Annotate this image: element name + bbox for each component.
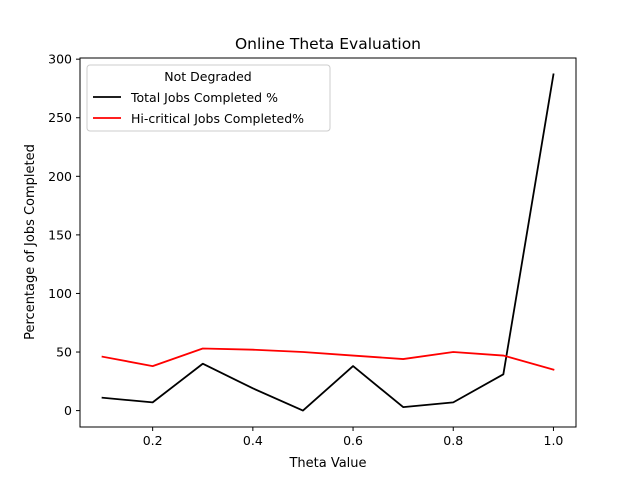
y-tick-label: 250: [48, 110, 72, 125]
series-lines: [101, 73, 555, 412]
legend-box: [86, 64, 331, 132]
x-tick-label: 0.4: [243, 433, 263, 448]
x-tick-label: 0.2: [143, 433, 163, 448]
x-tick-label: 0.8: [443, 433, 463, 448]
chart-title: Online Theta Evaluation: [235, 35, 421, 53]
series-line-hi-critical-jobs: [101, 347, 555, 371]
plot-area-frame: [79, 57, 577, 428]
series-line-total-jobs: [101, 73, 555, 412]
legend-title: Not Degraded: [164, 69, 251, 84]
y-tick-label: 150: [48, 227, 72, 242]
x-tick-label: 0.6: [343, 433, 363, 448]
y-tick-label: 100: [48, 286, 72, 301]
legend-label-hi-critical-jobs: Hi-critical Jobs Completed%: [131, 111, 304, 126]
legend: Not Degraded Total Jobs Completed % Hi-c…: [86, 64, 331, 132]
y-axis-label: Percentage of Jobs Completed: [23, 144, 38, 340]
y-tick-label: 300: [48, 52, 72, 67]
y-axis-ticks: 0 50 100 150 200 250 300: [48, 52, 80, 418]
y-tick-label: 0: [64, 403, 72, 418]
x-axis-label: Theta Value: [288, 456, 366, 471]
y-tick-label: 50: [56, 345, 72, 360]
x-axis-ticks: 0.2 0.4 0.6 0.8 1.0: [143, 427, 564, 448]
y-tick-label: 200: [48, 169, 72, 184]
legend-label-total-jobs: Total Jobs Completed %: [130, 90, 278, 105]
x-tick-label: 1.0: [544, 433, 564, 448]
